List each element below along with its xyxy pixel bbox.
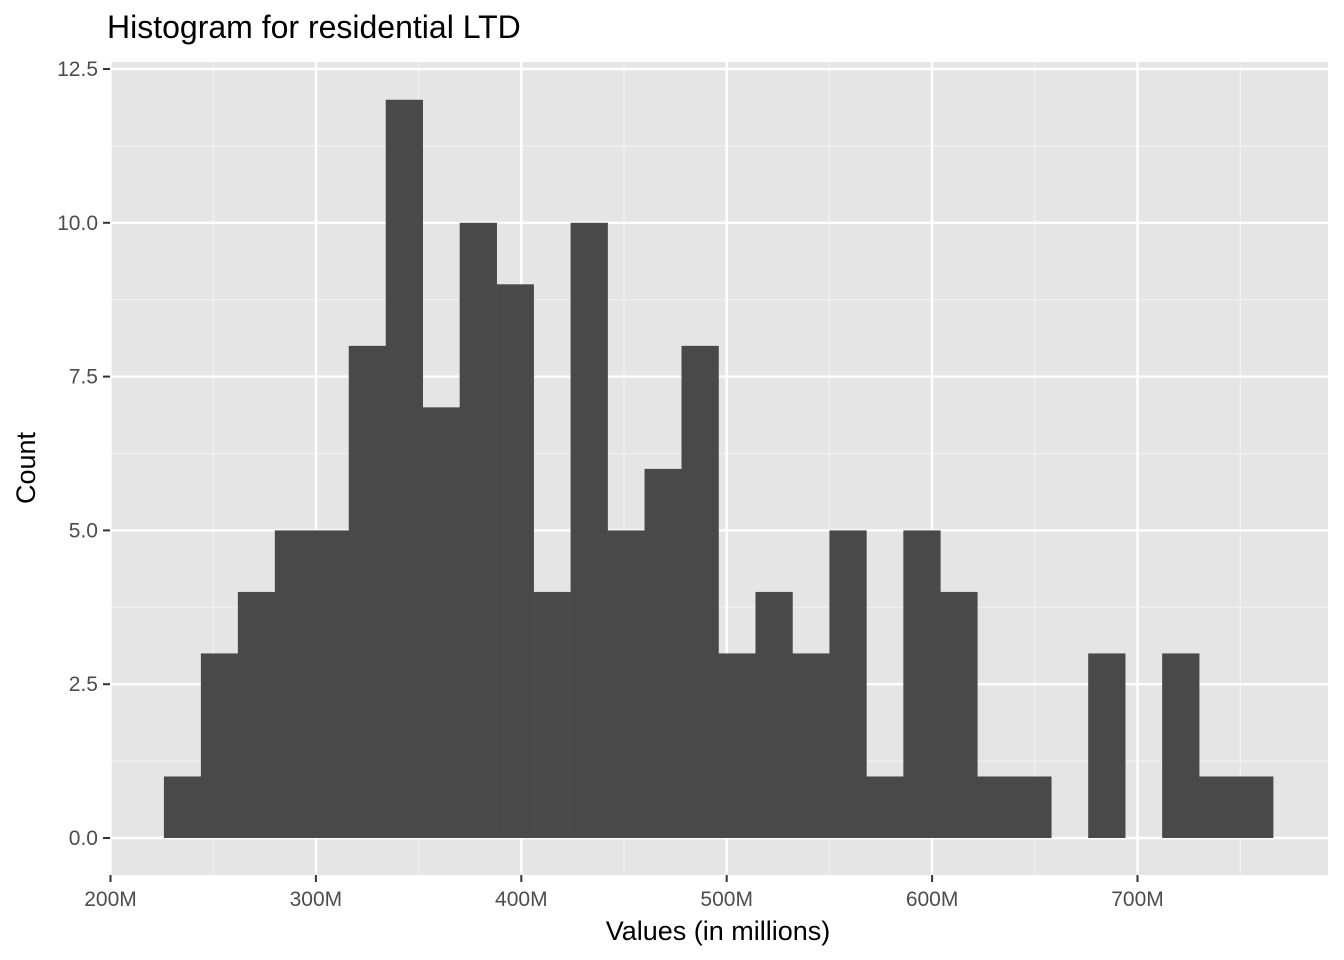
histogram-bar — [1088, 653, 1126, 838]
histogram-bar — [903, 530, 941, 838]
x-tick-label: 400M — [495, 888, 548, 911]
x-tick-label: 200M — [84, 888, 137, 911]
y-tick-label: 0.0 — [69, 827, 98, 850]
y-axis-ticks: 0.0 2.5 5.0 7.5 10.0 12.5 — [57, 58, 110, 850]
histogram-bar — [607, 530, 645, 838]
histogram-bar — [311, 530, 350, 838]
histogram-bars — [163, 99, 1274, 839]
y-tick-label: 10.0 — [57, 212, 98, 235]
y-tick-label: 5.0 — [69, 519, 98, 542]
y-axis-title: Count — [11, 431, 41, 504]
histogram-bar — [570, 222, 608, 839]
x-tick-label: 500M — [700, 888, 753, 911]
histogram-bar — [940, 591, 978, 838]
histogram-bar — [274, 530, 313, 838]
histogram-bar — [385, 99, 424, 838]
histogram-bar — [459, 222, 497, 839]
histogram-bar — [1199, 776, 1237, 838]
x-axis-ticks: 200M 300M 400M 500M 600M 700M — [84, 875, 1164, 911]
histogram-bar — [1014, 776, 1052, 838]
histogram-bar — [1162, 653, 1200, 838]
histogram-bar — [1236, 776, 1274, 838]
histogram-bar — [681, 345, 719, 838]
histogram-bar — [496, 284, 534, 838]
histogram-bar — [533, 591, 571, 838]
chart-title: Histogram for residential LTD — [107, 9, 521, 45]
x-tick-label: 700M — [1111, 888, 1164, 911]
histogram-bar — [237, 591, 276, 838]
x-tick-label: 600M — [906, 888, 959, 911]
histogram-bar — [644, 468, 682, 838]
histogram-bar — [792, 653, 830, 838]
histogram-bar — [422, 407, 460, 838]
histogram-bar — [718, 653, 756, 838]
histogram-bar — [348, 345, 387, 838]
x-tick-label: 300M — [290, 888, 343, 911]
histogram-bar — [829, 530, 867, 838]
histogram-bar — [200, 653, 239, 838]
x-axis-title: Values (in millions) — [606, 916, 831, 946]
histogram-bar — [866, 776, 904, 838]
y-tick-label: 7.5 — [69, 366, 98, 389]
y-tick-label: 2.5 — [69, 673, 98, 696]
histogram-bar — [163, 776, 202, 838]
histogram-bar — [977, 776, 1015, 838]
y-tick-label: 12.5 — [57, 58, 98, 81]
histogram-bar — [755, 591, 793, 838]
